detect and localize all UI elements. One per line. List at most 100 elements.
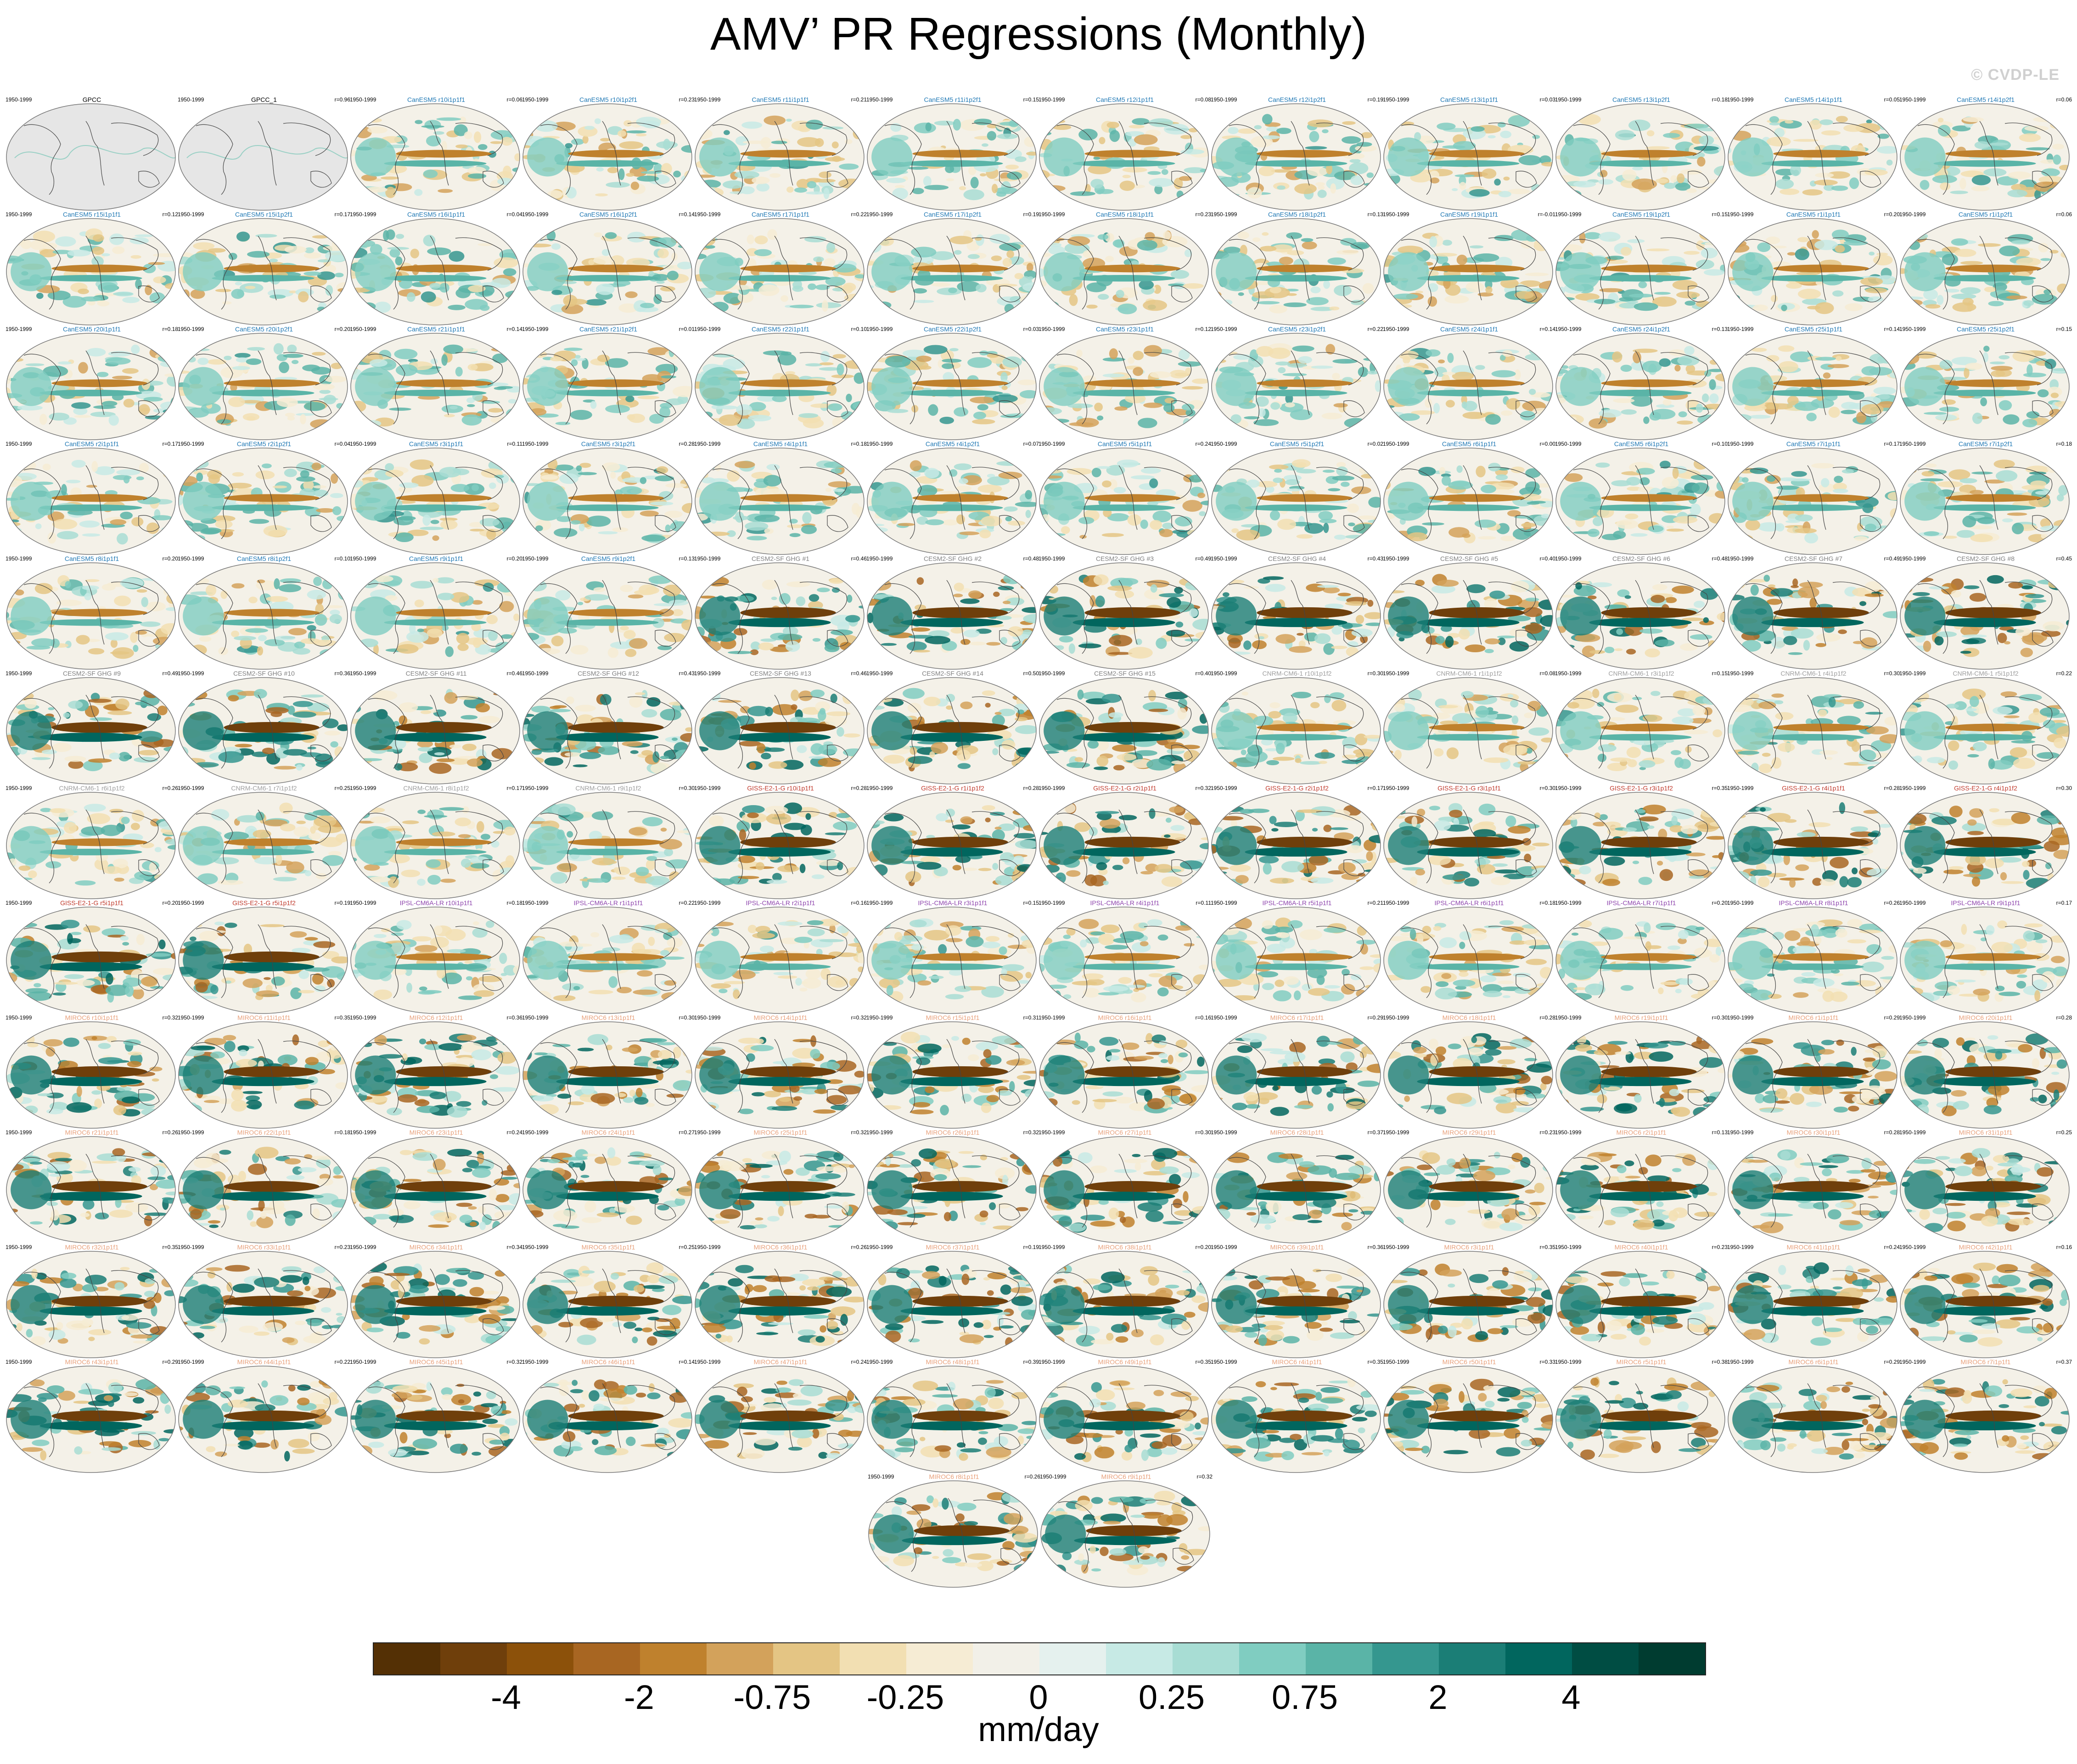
map-panel: 1950-1999 MIROC6 r16i1p1f1 r=0.16 [1038, 1014, 1211, 1130]
panel-correlation: r=0.11 [1196, 900, 1211, 906]
panel-title: CanESM5 r12i1p1f1 [1095, 96, 1154, 103]
map-panel: 1950-1999 MIROC6 r42i1p1f1 r=0.16 [1899, 1244, 2072, 1360]
panel-correlation: r=0.20 [1195, 1244, 1211, 1250]
map-panel: 1950-1999 CNRM-CM6-1 r5i1p1f2 r=0.22 [1899, 670, 2072, 786]
map-panel: 1950-1999 MIROC6 r31i1p1f1 r=0.25 [1899, 1129, 2072, 1245]
map-panel: 1950-1999 IPSL-CM6A-LR r2i1p1f1 r=0.16 [694, 900, 867, 1015]
panel-correlation: r=0.17 [1367, 785, 1383, 791]
robinson-map [695, 1136, 864, 1243]
panel-period: 1950-1999 [1899, 670, 1926, 677]
robinson-map [1383, 1021, 1553, 1129]
robinson-map [1555, 333, 1725, 440]
panel-correlation: r=0.15 [1712, 670, 1728, 677]
panel-period: 1950-1999 [1555, 1014, 1582, 1021]
panel-correlation: r=0.35 [1367, 1359, 1383, 1365]
panel-correlation: r=0.26 [162, 1129, 178, 1136]
panel-correlation: r=0.20 [1712, 900, 1728, 906]
map-panel: 1950-1999 MIROC6 r38i1p1f1 r=0.20 [1038, 1244, 1211, 1360]
panel-period: 1950-1999 [694, 441, 721, 447]
panel-correlation: r=0.19 [1023, 211, 1039, 218]
panel-correlation: r=0.29 [1884, 1014, 1900, 1021]
panel-title: IPSL-CM6A-LR r4i1p1f1 [1090, 899, 1160, 907]
panel-correlation: r=0.46 [851, 555, 867, 562]
panel-title: CanESM5 r2i1p2f1 [236, 440, 292, 448]
robinson-map [1383, 218, 1553, 325]
colorbar-swatch [707, 1643, 773, 1674]
robinson-map [1039, 1366, 1209, 1473]
panel-title: CanESM5 r16i1p2f1 [579, 211, 638, 218]
robinson-map [522, 562, 692, 670]
robinson-map [1383, 562, 1553, 670]
panel-correlation: r=0.22 [2056, 670, 2072, 677]
panel-title: MIROC6 r35i1p1f1 [581, 1243, 635, 1251]
robinson-map [867, 1136, 1037, 1243]
panel-period: 1950-1999 [1899, 1129, 1926, 1136]
map-panel: 1950-1999 GPCC [6, 96, 178, 212]
robinson-map [695, 218, 864, 325]
panel-correlation: r=0.19 [334, 900, 350, 906]
robinson-map [1555, 792, 1725, 899]
panel-period: 1950-1999 [1038, 555, 1065, 562]
panel-correlation: r=0.03 [1539, 96, 1555, 103]
map-panel: 1950-1999 CanESM5 r15i1p1f1 r=0.12 [6, 211, 178, 327]
panel-title: CESM2-SF GHG #14 [922, 670, 983, 677]
robinson-map [1900, 1021, 2070, 1129]
robinson-map [867, 1366, 1037, 1473]
panel-period: 1950-1999 [1038, 900, 1065, 906]
panel-title: IPSL-CM6A-LR r10i1p1f1 [399, 899, 473, 907]
panel-period: 1950-1999 [350, 785, 376, 791]
colorbar-swatch [973, 1643, 1039, 1674]
robinson-map [1211, 103, 1381, 211]
panel-correlation: r=0.40 [1195, 670, 1211, 677]
map-panel: 1950-1999 CESM2-SF GHG #6 r=0.48 [1555, 555, 1728, 671]
panel-period: 1950-1999 [1899, 1244, 1926, 1250]
panel-correlation: r=0.35 [1539, 1244, 1555, 1250]
panel-title: CESM2-SF GHG #3 [1095, 555, 1154, 562]
robinson-map [6, 562, 176, 670]
robinson-map [1555, 218, 1725, 325]
panel-title: CESM2-SF GHG #8 [1956, 555, 2015, 562]
map-panel: 1950-1999 GISS-E2-1-G r3i1p1f2 r=0.35 [1555, 785, 1728, 901]
panel-period: 1950-1999 [1899, 785, 1926, 791]
robinson-map [178, 103, 348, 211]
panel-correlation: r=0.35 [334, 1014, 350, 1021]
robinson-map [1555, 677, 1725, 784]
colorbar-swatch [1173, 1643, 1239, 1674]
panel-title: GISS-E2-1-G r4i1p1f1 [1782, 784, 1845, 792]
robinson-map [1728, 448, 1897, 555]
colorbar-swatch [573, 1643, 640, 1674]
panel-title: CanESM5 r21i1p2f1 [579, 325, 638, 333]
panel-period: 1950-1999 [178, 326, 204, 332]
panel-period: 1950-1999 [350, 900, 376, 906]
panel-correlation: r=0.36 [334, 670, 350, 677]
panel-correlation: r=0.49 [1195, 555, 1211, 562]
map-panel: 1950-1999 CanESM5 r19i1p1f1 r=-0.01 [1383, 211, 1555, 327]
panel-correlation: r=0.13 [679, 555, 695, 562]
robinson-map [1383, 103, 1553, 211]
robinson-map [1900, 1251, 2070, 1358]
panel-period: 1950-1999 [1899, 441, 1926, 447]
robinson-map [1900, 218, 2070, 325]
map-panel: 1950-1999 CESM2-SF GHG #14 r=0.50 [866, 670, 1039, 786]
map-panel: 1950-1999 CanESM5 r24i1p1f1 r=0.14 [1383, 326, 1555, 442]
colorbar-tick-label: -0.75 [733, 1678, 811, 1716]
map-panel: 1950-1999 CanESM5 r9i1p2f1 r=0.13 [522, 555, 695, 671]
panel-period: 1950-1999 [1727, 1359, 1754, 1365]
panel-title: CESM2-SF GHG #11 [405, 670, 467, 677]
panel-correlation: r=0.18 [506, 900, 522, 906]
robinson-map [1728, 1021, 1897, 1129]
panel-title: MIROC6 r36i1p1f1 [753, 1243, 808, 1251]
panel-correlation: r=0.14 [506, 326, 522, 332]
panel-correlation: r=0.13 [1367, 211, 1383, 218]
robinson-map [1728, 562, 1897, 670]
map-panel: 1950-1999 GISS-E2-1-G r2i1p1f1 r=0.32 [1038, 785, 1211, 901]
robinson-map [1728, 677, 1897, 784]
map-panel: 1950-1999 CanESM5 r19i1p2f1 r=0.15 [1555, 211, 1728, 327]
panel-correlation: r=0.25 [679, 1244, 695, 1250]
robinson-map [695, 333, 864, 440]
robinson-map [1555, 1251, 1725, 1358]
panel-period: 1950-1999 [1038, 326, 1065, 332]
panel-correlation: r=0.20 [162, 900, 178, 906]
robinson-map [178, 1251, 348, 1358]
colorbar-swatch [1306, 1643, 1372, 1674]
